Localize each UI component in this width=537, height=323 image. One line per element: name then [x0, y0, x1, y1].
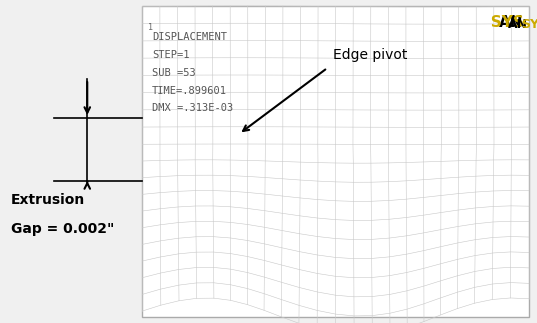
Text: DMX =.313E-03: DMX =.313E-03 [152, 103, 233, 113]
Text: SUB =53: SUB =53 [152, 68, 195, 78]
Text: SYS: SYS [475, 15, 524, 29]
Text: Gap = 0.002": Gap = 0.002" [11, 222, 114, 236]
Text: 1: 1 [148, 23, 153, 32]
Text: STEP=1: STEP=1 [152, 50, 190, 60]
FancyBboxPatch shape [142, 6, 529, 317]
Text: TIME=.899601: TIME=.899601 [152, 86, 227, 96]
Text: DISPLACEMENT: DISPLACEMENT [152, 32, 227, 42]
Text: Edge pivot: Edge pivot [333, 48, 408, 62]
Text: Extrusion: Extrusion [11, 193, 85, 207]
Text: AN: AN [499, 15, 524, 29]
Text: AN: AN [507, 18, 527, 31]
Text: SYS: SYS [521, 18, 537, 31]
